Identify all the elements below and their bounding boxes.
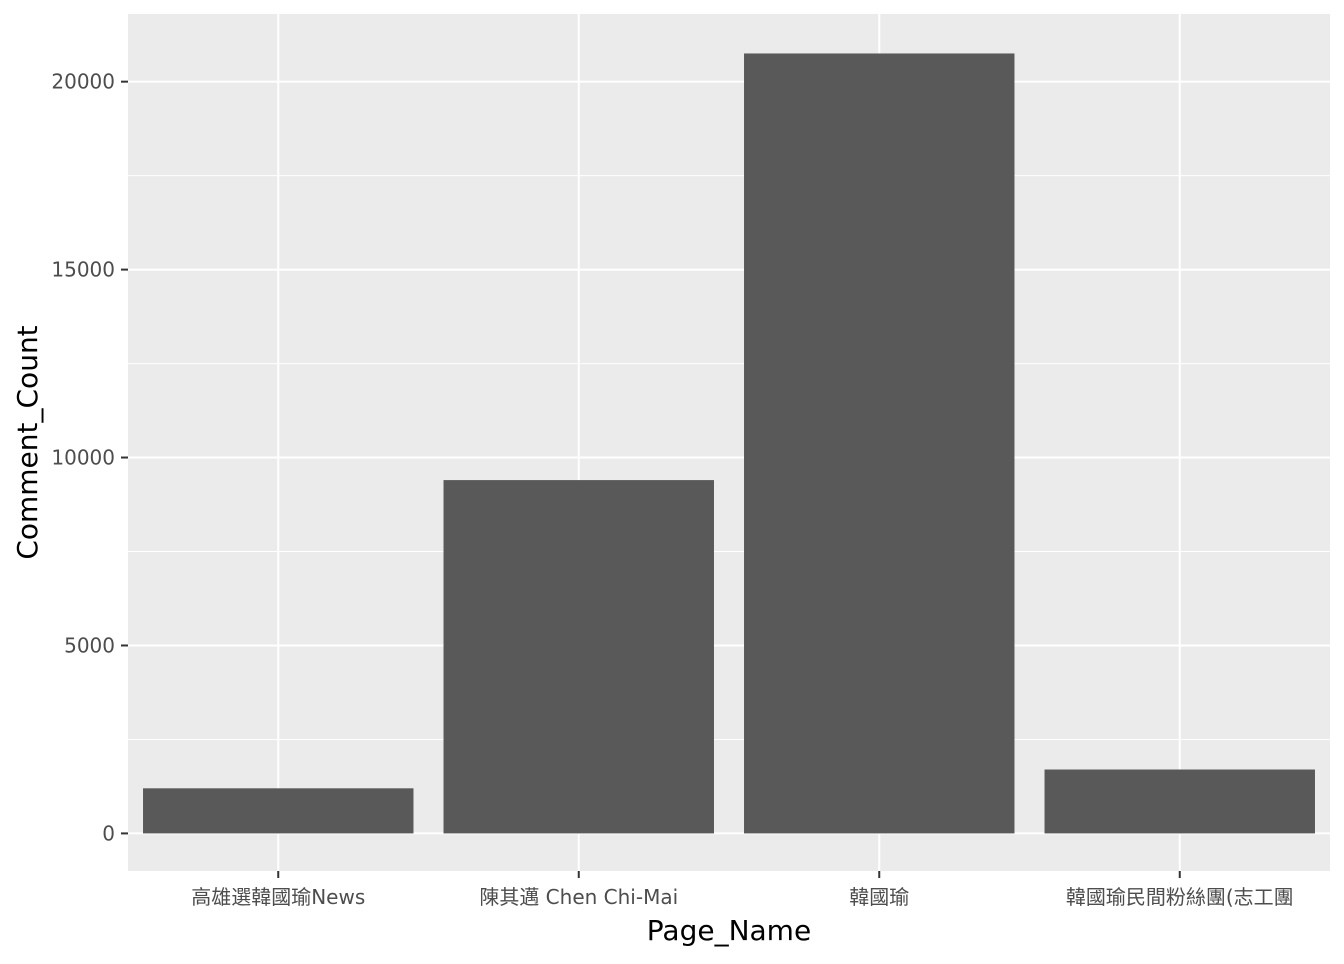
x-axis-title: Page_Name <box>647 914 811 947</box>
bar <box>744 53 1015 834</box>
bars <box>143 53 1315 834</box>
y-tick-label: 15000 <box>51 258 115 282</box>
y-axis-title: Comment_Count <box>11 325 44 559</box>
bar <box>443 480 714 834</box>
y-tick-label: 20000 <box>51 70 115 94</box>
plot-panel <box>128 14 1330 871</box>
minor-gridlines <box>128 175 1330 740</box>
y-tick-label: 0 <box>102 821 115 845</box>
x-tick-label: 韓國瑜 <box>849 885 909 909</box>
x-tick-label: 韓國瑜民間粉絲團(志工團 <box>1066 885 1294 909</box>
y-tick-label: 5000 <box>64 633 115 657</box>
x-axis: 高雄選韓國瑜News 陳其邁 Chen Chi-Mai 韓國瑜 韓國瑜民間粉絲團(志工… <box>191 871 1294 909</box>
bar <box>143 788 414 834</box>
y-axis: 0 5000 10000 15000 20000 <box>51 70 128 845</box>
y-tick-label: 10000 <box>51 446 115 470</box>
x-tick-label: 陳其邁 Chen Chi-Mai <box>479 885 678 909</box>
x-tick-label: 高雄選韓國瑜News <box>191 885 365 909</box>
bar <box>1044 769 1315 834</box>
